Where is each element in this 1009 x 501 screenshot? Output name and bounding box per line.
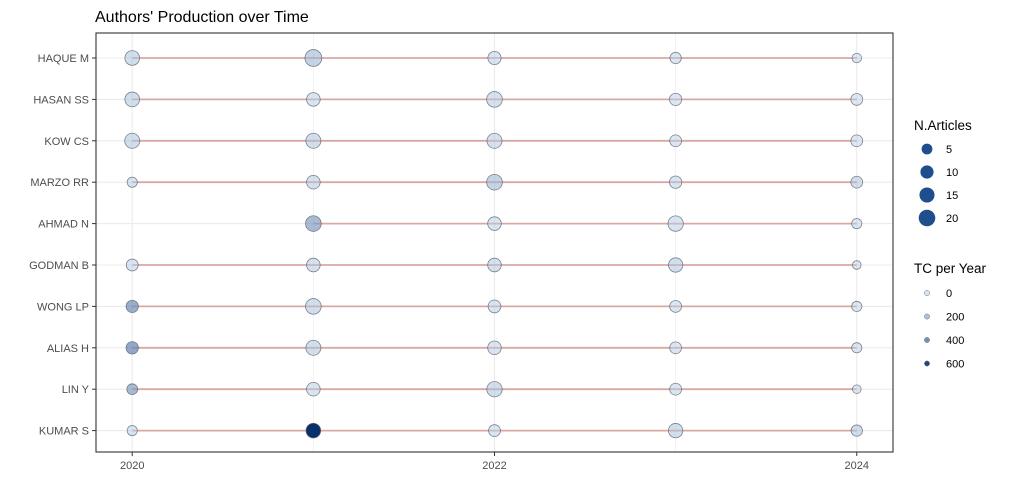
data-point — [669, 341, 682, 355]
data-point — [850, 175, 864, 189]
data-point — [126, 176, 138, 188]
legend: N.Articles 5 10 15 20 TC per Year 0 200 400 60… — [914, 118, 987, 371]
legend-size-entries: 5 10 15 20 — [918, 143, 958, 227]
legend-color-key — [924, 337, 930, 343]
y-tick-label: LIN Y — [62, 384, 90, 396]
legend-size-key — [920, 165, 934, 179]
data-point — [851, 218, 863, 230]
data-point — [305, 298, 322, 315]
x-tick-label: 2022 — [482, 460, 506, 472]
data-point — [304, 49, 323, 67]
data-point — [669, 382, 682, 396]
y-tick-label: GODMAN B — [29, 260, 89, 272]
data-point — [669, 300, 682, 313]
y-tick-label: HASAN SS — [33, 94, 89, 106]
y-tick-label: AHMAD N — [38, 219, 89, 231]
legend-color-key — [924, 360, 930, 367]
data-point — [126, 383, 139, 396]
data-point — [669, 92, 683, 106]
data-point — [124, 132, 141, 149]
data-point — [487, 50, 502, 66]
data-point — [850, 134, 864, 148]
y-tick-label: HAQUE M — [38, 53, 89, 65]
data-point — [487, 257, 502, 273]
data-point — [851, 300, 863, 312]
data-point — [487, 216, 502, 231]
legend-size-label: 10 — [946, 167, 958, 179]
legend-size-key — [919, 187, 935, 203]
legend-color-key — [924, 290, 930, 296]
data-point — [124, 50, 140, 66]
data-point — [126, 425, 138, 437]
data-point — [851, 342, 863, 354]
data-point — [306, 257, 321, 273]
y-tick-label: KUMAR S — [39, 426, 89, 438]
data-point — [850, 424, 863, 437]
data-point — [486, 91, 503, 108]
legend-size-key — [921, 143, 933, 155]
data-point — [305, 215, 322, 232]
data-point — [852, 384, 862, 394]
y-tick-label: ALIAS H — [47, 343, 89, 355]
legend-color-label: 200 — [946, 312, 964, 324]
data-point — [486, 132, 503, 149]
data-point — [125, 299, 139, 313]
y-tick-label: KOW CS — [44, 136, 89, 148]
legend-color-label: 600 — [946, 359, 964, 371]
data-point — [124, 91, 140, 108]
y-tick-label: WONG LP — [37, 301, 89, 313]
x-tick-label: 2020 — [120, 460, 144, 472]
legend-color-key — [924, 313, 930, 320]
legend-size-label: 15 — [946, 190, 958, 202]
y-tick-label: MARZO RR — [30, 177, 89, 189]
data-point — [487, 340, 502, 356]
data-point — [125, 258, 139, 272]
legend-size-label: 5 — [946, 144, 952, 156]
data-point — [488, 424, 501, 437]
data-point — [668, 423, 684, 439]
data-point — [305, 422, 322, 439]
y-axis-tick-labels: HAQUE M HASAN SS KOW CS MARZO RR AHMAD N GODM… — [29, 53, 96, 438]
data-point — [668, 257, 684, 273]
data-point — [486, 173, 503, 191]
data-point — [306, 381, 321, 397]
data-point — [669, 134, 682, 148]
chart-title: Authors' Production over Time — [95, 9, 309, 26]
x-tick-label: 2024 — [845, 460, 869, 472]
data-point — [850, 93, 864, 106]
data-point — [667, 215, 684, 232]
data-point — [852, 260, 862, 270]
legend-color-label: 400 — [946, 335, 964, 347]
plot-panel — [95, 32, 894, 453]
legend-color-title: TC per Year — [914, 261, 987, 276]
legend-size-title: N.Articles — [914, 118, 972, 133]
x-axis-tick-labels: 2020 2022 2024 — [120, 452, 869, 472]
data-point — [669, 51, 682, 65]
legend-color-entries: 0 200 400 600 — [924, 288, 964, 371]
data-point — [669, 175, 683, 189]
legend-size-label: 20 — [946, 213, 958, 225]
legend-size-key — [918, 209, 936, 227]
legend-color-label: 0 — [946, 288, 952, 300]
data-point — [306, 174, 321, 190]
data-point — [306, 92, 321, 107]
data-point — [305, 339, 322, 356]
data-point — [487, 299, 502, 314]
data-point — [305, 132, 322, 149]
data-point — [125, 341, 139, 355]
data-point — [851, 52, 862, 64]
data-point — [486, 381, 503, 398]
